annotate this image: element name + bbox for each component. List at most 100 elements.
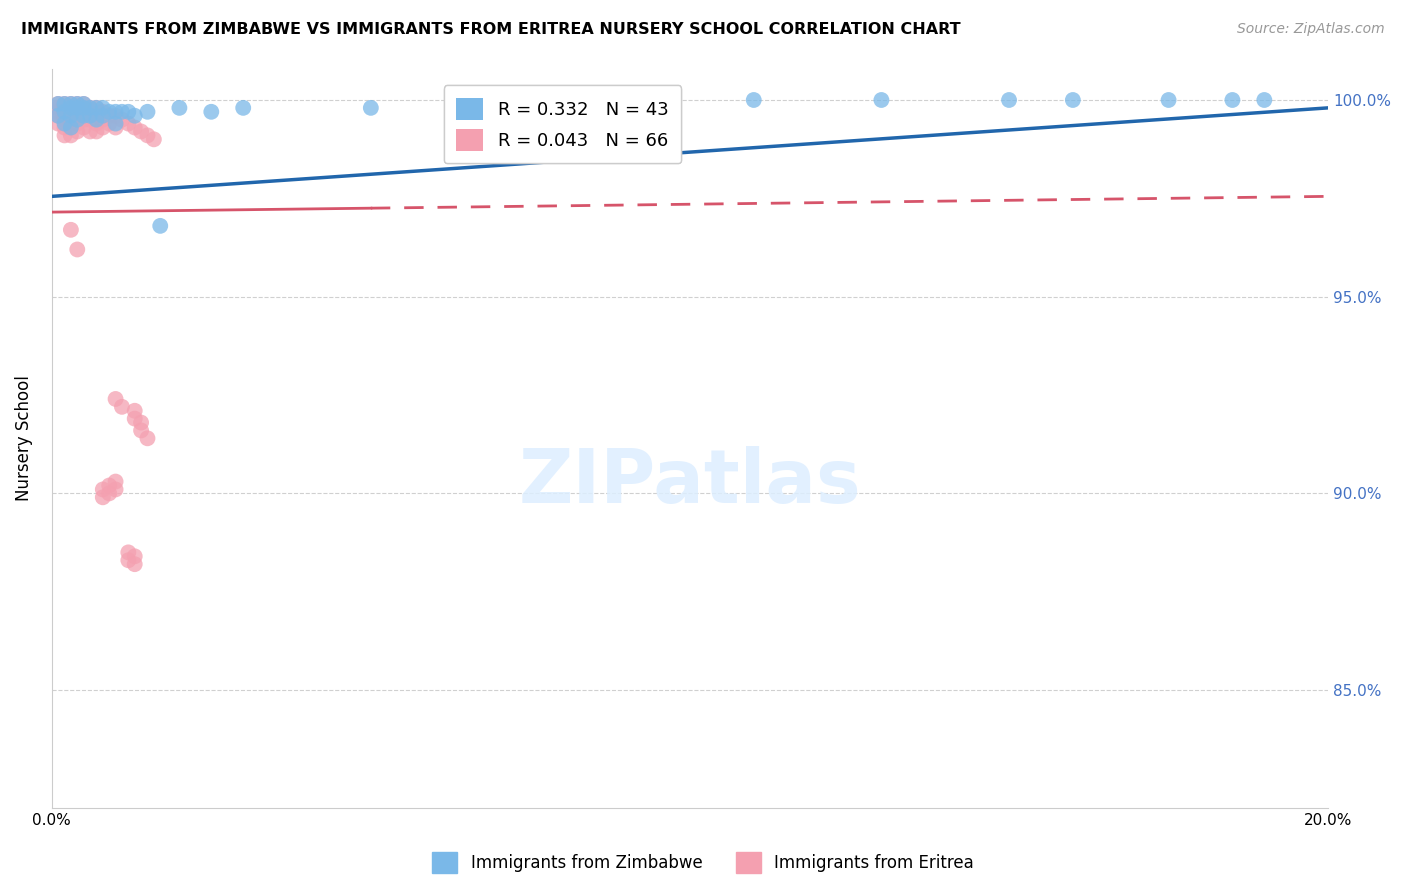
Point bbox=[111, 400, 134, 414]
Point bbox=[46, 117, 69, 131]
Point bbox=[59, 120, 82, 135]
Point bbox=[91, 101, 114, 115]
Point bbox=[79, 101, 101, 115]
Point bbox=[79, 112, 101, 127]
Point bbox=[98, 478, 121, 492]
Point bbox=[79, 109, 101, 123]
Point bbox=[91, 109, 114, 123]
Point bbox=[73, 97, 96, 112]
Point bbox=[124, 120, 146, 135]
Point bbox=[91, 491, 114, 505]
Point bbox=[46, 109, 69, 123]
Text: Source: ZipAtlas.com: Source: ZipAtlas.com bbox=[1237, 22, 1385, 37]
Y-axis label: Nursery School: Nursery School bbox=[15, 376, 32, 501]
Point bbox=[59, 128, 82, 143]
Point bbox=[149, 219, 172, 233]
Point bbox=[66, 124, 89, 138]
Point bbox=[360, 101, 382, 115]
Point bbox=[66, 243, 89, 257]
Point bbox=[129, 124, 152, 138]
Point bbox=[124, 403, 146, 417]
Point bbox=[136, 431, 159, 445]
Point bbox=[614, 93, 637, 107]
Point bbox=[111, 112, 134, 127]
Point bbox=[46, 109, 69, 123]
Point bbox=[86, 101, 108, 115]
Text: ZIPatlas: ZIPatlas bbox=[519, 446, 862, 519]
Legend: R = 0.332   N = 43, R = 0.043   N = 66: R = 0.332 N = 43, R = 0.043 N = 66 bbox=[444, 85, 682, 163]
Point bbox=[59, 223, 82, 237]
Point bbox=[117, 553, 139, 567]
Point bbox=[59, 120, 82, 135]
Point bbox=[59, 112, 82, 127]
Point bbox=[104, 109, 127, 123]
Point bbox=[998, 93, 1021, 107]
Point bbox=[79, 124, 101, 138]
Point bbox=[59, 97, 82, 112]
Point bbox=[73, 101, 96, 115]
Point bbox=[98, 486, 121, 500]
Point bbox=[91, 104, 114, 119]
Point bbox=[59, 109, 82, 123]
Point bbox=[870, 93, 893, 107]
Point bbox=[73, 97, 96, 112]
Point bbox=[86, 124, 108, 138]
Point bbox=[117, 104, 139, 119]
Point bbox=[86, 117, 108, 131]
Point bbox=[53, 104, 76, 119]
Point bbox=[1253, 93, 1275, 107]
Point bbox=[129, 416, 152, 430]
Point bbox=[232, 101, 254, 115]
Point bbox=[104, 104, 127, 119]
Point bbox=[456, 93, 478, 107]
Point bbox=[66, 97, 89, 112]
Point bbox=[111, 104, 134, 119]
Point bbox=[136, 128, 159, 143]
Point bbox=[142, 132, 165, 146]
Point bbox=[73, 112, 96, 127]
Point bbox=[46, 97, 69, 112]
Point bbox=[551, 93, 574, 107]
Point bbox=[53, 97, 76, 112]
Point bbox=[66, 101, 89, 115]
Point bbox=[73, 104, 96, 119]
Point bbox=[124, 557, 146, 571]
Point bbox=[66, 109, 89, 123]
Point bbox=[53, 112, 76, 127]
Point bbox=[59, 101, 82, 115]
Point bbox=[169, 101, 191, 115]
Point bbox=[46, 104, 69, 119]
Point bbox=[59, 101, 82, 115]
Point bbox=[66, 112, 89, 127]
Point bbox=[91, 483, 114, 497]
Point bbox=[1157, 93, 1180, 107]
Point bbox=[79, 101, 101, 115]
Point bbox=[1062, 93, 1084, 107]
Point bbox=[742, 93, 765, 107]
Point bbox=[104, 475, 127, 489]
Point bbox=[53, 104, 76, 119]
Point bbox=[73, 120, 96, 135]
Point bbox=[86, 112, 108, 127]
Point bbox=[66, 117, 89, 131]
Point bbox=[53, 117, 76, 131]
Point bbox=[124, 411, 146, 425]
Point bbox=[59, 97, 82, 112]
Point bbox=[46, 97, 69, 112]
Point bbox=[59, 104, 82, 119]
Point bbox=[46, 101, 69, 115]
Point bbox=[124, 549, 146, 564]
Point bbox=[98, 104, 121, 119]
Point bbox=[53, 120, 76, 135]
Point bbox=[117, 117, 139, 131]
Text: IMMIGRANTS FROM ZIMBABWE VS IMMIGRANTS FROM ERITREA NURSERY SCHOOL CORRELATION C: IMMIGRANTS FROM ZIMBABWE VS IMMIGRANTS F… bbox=[21, 22, 960, 37]
Point bbox=[79, 104, 101, 119]
Point bbox=[136, 104, 159, 119]
Point bbox=[53, 97, 76, 112]
Point bbox=[66, 101, 89, 115]
Point bbox=[98, 117, 121, 131]
Point bbox=[91, 112, 114, 127]
Point bbox=[98, 109, 121, 123]
Point bbox=[104, 392, 127, 406]
Point bbox=[53, 101, 76, 115]
